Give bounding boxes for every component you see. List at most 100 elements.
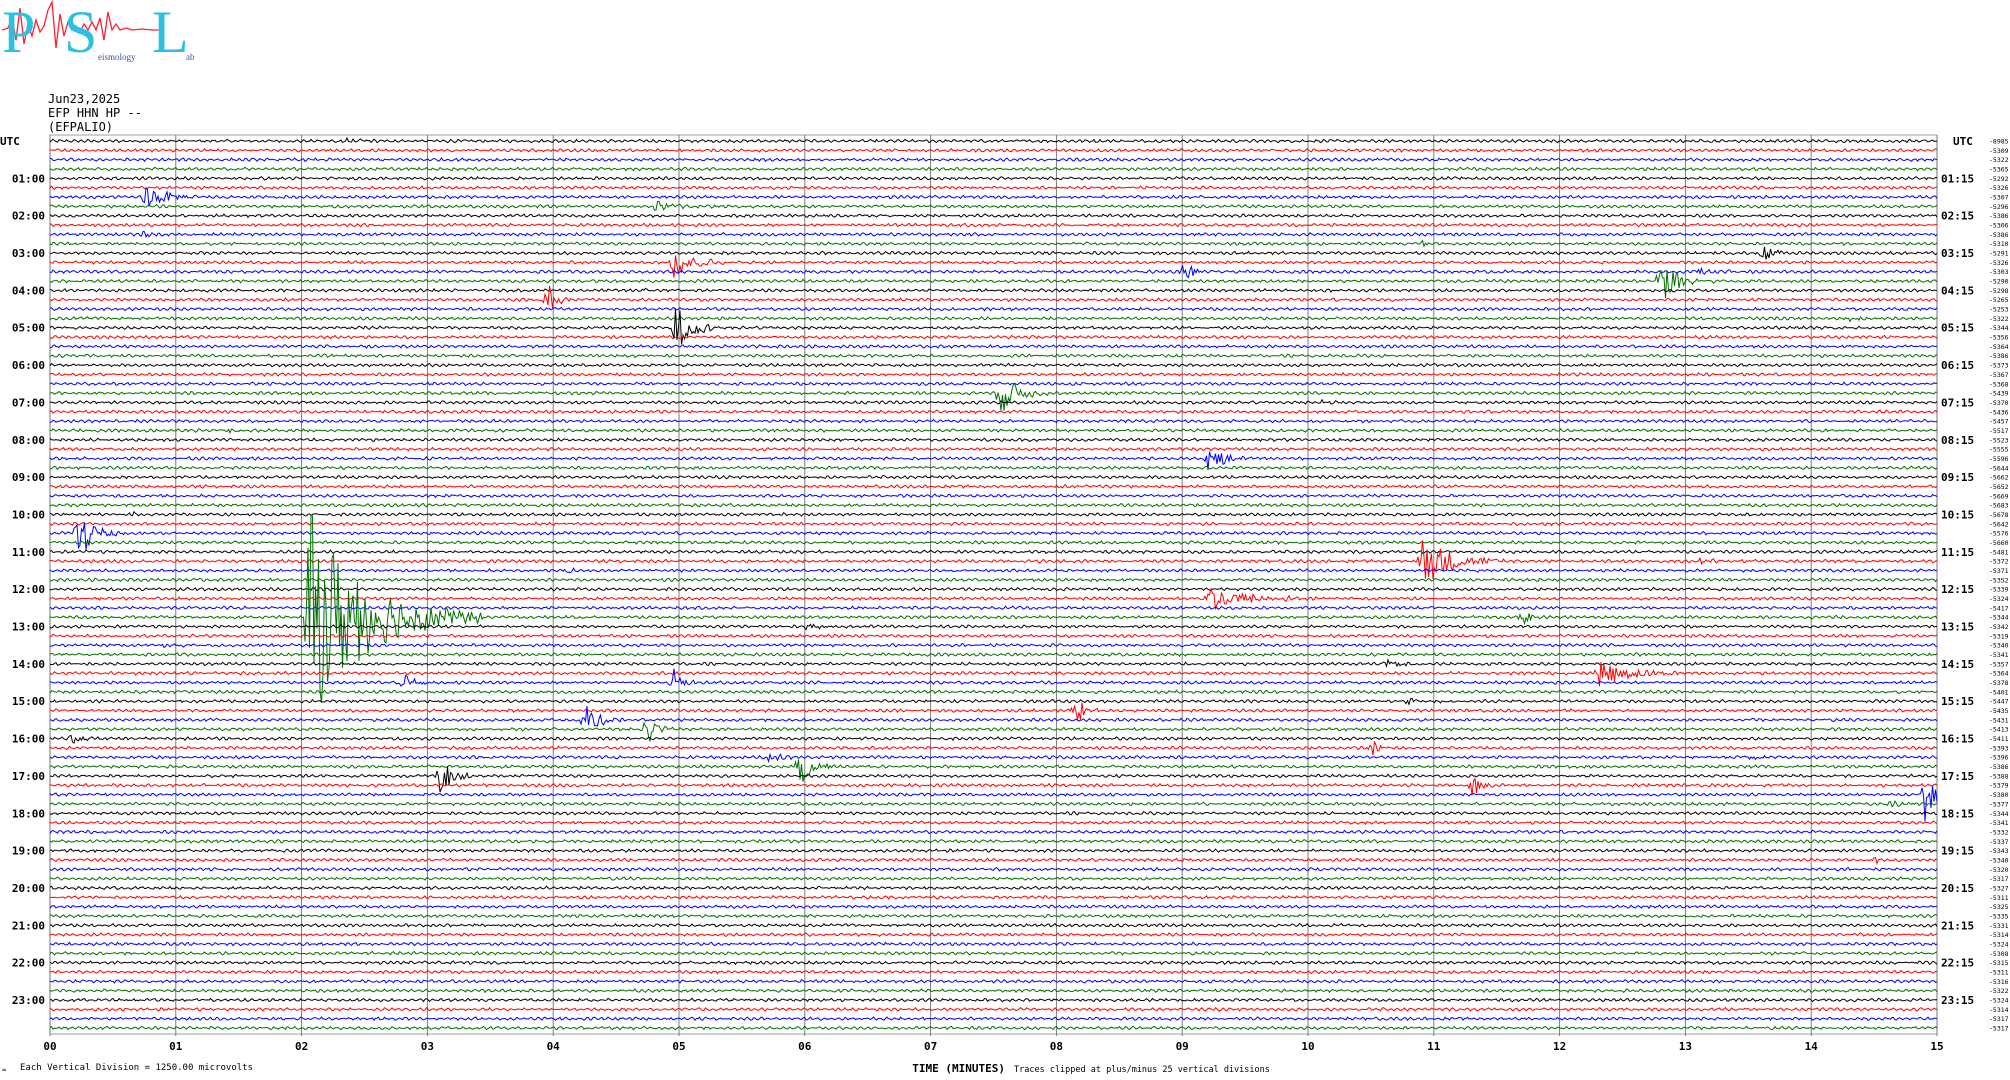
trace-offset-label: -5311	[1989, 894, 2009, 902]
trace-offset-label: -5356	[1989, 334, 2009, 342]
seismic-trace	[49, 239, 1938, 248]
seismic-trace	[49, 285, 1938, 309]
trace-offset-label: -5377	[1989, 800, 2009, 808]
trace-offset-label: -5327	[1989, 884, 2009, 892]
psl-logo: P S L eismology ab	[2, 0, 202, 70]
right-hour-label: 03:15	[1941, 247, 1974, 260]
trace-offset-label: -5307	[1989, 194, 2009, 202]
trace-offset-label: -5371	[1989, 567, 2009, 575]
seismic-trace	[49, 185, 1938, 191]
seismic-trace	[49, 418, 1937, 424]
seismic-trace	[49, 510, 1938, 517]
trace-offset-label: -5308	[1989, 950, 2009, 958]
right-hour-label: 20:15	[1941, 882, 1974, 895]
trace-offset-label: -5265	[1989, 296, 2009, 304]
trace-offset-label: -5298	[1989, 287, 2009, 295]
seismic-trace	[49, 932, 1938, 938]
trace-offset-label: -5481	[1989, 548, 2009, 556]
seismic-trace	[49, 997, 1938, 1003]
seismic-trace	[49, 586, 1938, 592]
seismic-trace	[49, 721, 1938, 742]
trace-offset-label: -5309	[1989, 147, 2009, 155]
trace-offset-label: -5386	[1989, 212, 2009, 220]
trace-offset-label: -5317	[1989, 1025, 2009, 1033]
seismic-trace	[49, 371, 1938, 377]
left-hour-label: 01:00	[12, 172, 45, 185]
seismic-trace	[49, 315, 1938, 323]
right-hour-label: 19:15	[1941, 845, 1974, 858]
seismic-trace	[49, 381, 1938, 387]
trace-offset-label: -5576	[1989, 530, 2009, 538]
trace-offset-label: -5292	[1989, 175, 2009, 183]
left-hour-label: 22:00	[12, 957, 45, 970]
trace-offset-label: -5324	[1989, 940, 2009, 948]
seismic-trace	[49, 343, 1937, 349]
seismic-trace	[49, 270, 1938, 299]
seismic-trace	[49, 668, 1938, 687]
trace-group	[49, 136, 1938, 1031]
recording-date: Jun23,2025	[48, 92, 121, 106]
trace-offset-label: -5332	[1989, 828, 2009, 836]
seismic-trace	[49, 885, 1938, 891]
seismic-trace	[49, 200, 1938, 211]
trace-offset-label: -5335	[1989, 912, 2009, 920]
seismic-trace	[49, 409, 1938, 415]
right-hour-label: 01:15	[1941, 172, 1974, 185]
seismic-trace	[49, 838, 1938, 844]
x-tick-label: 12	[1553, 1040, 1566, 1053]
seismic-trace	[49, 246, 1938, 260]
left-hour-label: 06:00	[12, 359, 45, 372]
seismic-trace	[49, 577, 1938, 583]
seismic-trace	[49, 978, 1938, 984]
trace-offset-label: -5340	[1989, 642, 2009, 650]
seismic-trace	[50, 381, 1938, 411]
trace-offset-label: -5324	[1989, 996, 2009, 1004]
seismic-trace	[49, 213, 1938, 219]
clip-note: Traces clipped at plus/minus 25 vertical…	[1014, 1065, 1270, 1075]
trace-offset-label: -5337	[1989, 838, 2009, 846]
trace-offset-label: -5457	[1989, 418, 2009, 426]
trace-offset-label: -5322	[1989, 315, 2009, 323]
trace-offset-label: -5367	[1989, 371, 2009, 379]
seismic-trace	[49, 186, 1938, 207]
trace-offset-label: -5517	[1989, 427, 2009, 435]
left-hour-label: 19:00	[12, 845, 45, 858]
trace-offset-label: -5317	[1989, 1015, 2009, 1023]
seismic-trace	[49, 353, 1938, 359]
trace-offset-label: -5344	[1989, 324, 2009, 332]
left-hour-label: 04:00	[12, 284, 45, 297]
trace-offset-label: -5303	[1989, 268, 2009, 276]
seismic-trace	[49, 398, 1938, 405]
seismic-trace	[49, 255, 1938, 278]
logo-letter-p: P	[2, 0, 36, 65]
seismic-trace	[49, 157, 1938, 163]
trace-offset-label: -5322	[1989, 156, 2009, 164]
seismic-trace	[49, 922, 1938, 928]
seismic-trace	[49, 230, 1938, 239]
trace-offset-label: -5372	[1989, 558, 2009, 566]
trace-offset-label: -5291	[1989, 250, 2009, 258]
x-tick-label: 05	[672, 1040, 685, 1053]
trace-offset-label: -5339	[1989, 586, 2009, 594]
seismic-trace	[49, 913, 1938, 919]
seismic-trace	[49, 633, 1938, 639]
trace-offset-label: -5436	[1989, 408, 2009, 416]
seismic-trace	[49, 362, 1938, 368]
right-hour-label: 08:15	[1941, 434, 1974, 447]
seismic-trace	[49, 175, 1938, 181]
left-hour-label: 21:00	[12, 919, 45, 932]
trace-offset-label: -5344	[1989, 614, 2009, 622]
x-tick-label: 07	[924, 1040, 937, 1053]
seismic-trace	[49, 652, 1938, 657]
seismic-trace	[49, 988, 1938, 994]
trace-offset-label: -5413	[1989, 726, 2009, 734]
x-axis-label: TIME (MINUTES)	[912, 1062, 1005, 1075]
x-tick-label: 00	[43, 1040, 56, 1053]
trace-offset-label: -5386	[1989, 763, 2009, 771]
trace-offset-label: -5368	[1989, 380, 2009, 388]
trace-offset-label: -5683	[1989, 502, 2009, 510]
seismic-trace	[49, 493, 1938, 499]
trace-offset-label: -8985	[1989, 138, 2009, 146]
seismic-trace	[49, 1025, 1938, 1031]
